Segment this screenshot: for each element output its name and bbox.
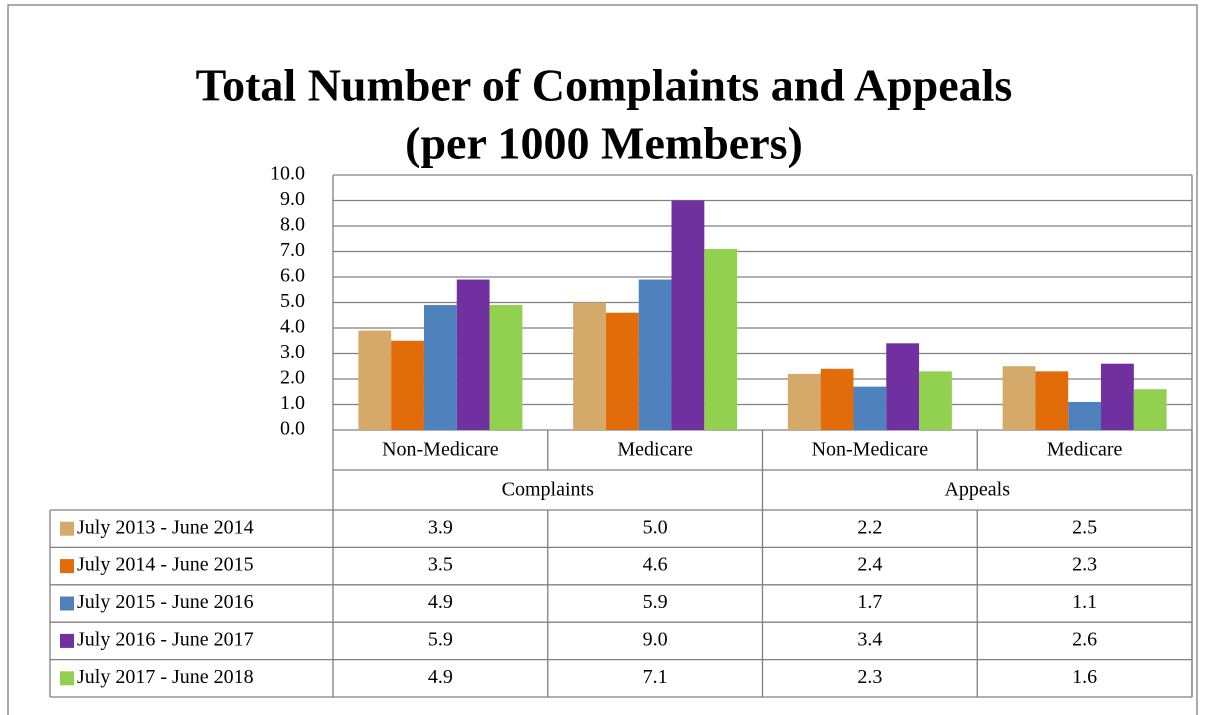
table-value: 4.9 [428, 666, 453, 688]
table-value: 2.5 [1072, 516, 1097, 538]
x-tick-label: Medicare [617, 439, 693, 461]
table-value: 1.7 [857, 591, 882, 613]
table-value: 9.0 [643, 628, 668, 650]
table-value: 5.0 [643, 516, 668, 538]
y-tick-label: 7.0 [280, 239, 305, 261]
legend-swatch [60, 521, 74, 536]
bar [358, 330, 392, 430]
bar [886, 343, 920, 430]
bar [820, 368, 854, 430]
y-tick-label: 1.0 [280, 392, 305, 414]
chart-frame [7, 4, 1198, 715]
table-value: 3.4 [857, 628, 882, 650]
legend-swatch [60, 559, 74, 574]
legend-label: July 2016 - June 2017 [77, 628, 254, 650]
bar [1002, 366, 1036, 430]
x-tick-label: Medicare [1047, 439, 1123, 461]
bar [1035, 371, 1069, 430]
bar [853, 386, 887, 430]
group-label: Appeals [944, 479, 1010, 501]
table-value: 1.6 [1072, 666, 1097, 688]
legend-label: July 2015 - June 2016 [77, 591, 254, 613]
table-value: 4.9 [428, 591, 453, 613]
y-tick-label: 9.0 [280, 188, 305, 210]
legend-swatch [60, 596, 74, 611]
bar [671, 200, 705, 430]
table-value: 2.4 [857, 554, 882, 576]
table-value: 1.1 [1072, 591, 1097, 613]
legend-swatch [60, 671, 74, 686]
bar [605, 312, 639, 430]
table-value: 4.6 [643, 554, 668, 576]
y-tick-label: 0.0 [280, 418, 305, 440]
bar [391, 340, 424, 430]
y-tick-label: 2.0 [280, 367, 305, 389]
table-value: 2.3 [1072, 554, 1097, 576]
table-value: 5.9 [428, 628, 453, 650]
bar [638, 279, 672, 430]
bar [787, 373, 821, 430]
group-label: Complaints [502, 479, 594, 501]
table-value: 3.9 [428, 516, 453, 538]
bar [489, 305, 523, 430]
x-tick-label: Non-Medicare [382, 439, 499, 461]
legend-label: July 2013 - June 2014 [77, 516, 254, 538]
chart-title: Total Number of Complaints and Appeals [196, 60, 1013, 111]
chart-subtitle: (per 1000 Members) [405, 118, 803, 169]
y-tick-label: 4.0 [280, 316, 305, 338]
bar [423, 305, 457, 430]
table-value: 2.3 [857, 666, 882, 688]
table-value: 7.1 [643, 666, 668, 688]
bar [1133, 389, 1167, 430]
y-tick-label: 5.0 [280, 290, 305, 312]
legend-label: July 2014 - June 2015 [77, 554, 254, 576]
y-tick-label: 6.0 [280, 265, 305, 287]
legend-label: July 2017 - June 2018 [77, 666, 254, 688]
y-tick-label: 3.0 [280, 341, 305, 363]
x-tick-label: Non-Medicare [812, 439, 929, 461]
bar [704, 248, 738, 430]
bar [456, 279, 490, 430]
table-value: 3.5 [428, 554, 453, 576]
bar [919, 371, 952, 430]
table-value: 2.6 [1072, 628, 1097, 650]
bar [1101, 363, 1134, 430]
y-tick-label: 10.0 [270, 163, 305, 185]
legend-swatch [60, 633, 74, 648]
bar [573, 302, 606, 430]
y-tick-label: 8.0 [280, 214, 305, 236]
table-value: 2.2 [857, 516, 882, 538]
table-value: 5.9 [643, 591, 668, 613]
bar [1068, 401, 1102, 430]
